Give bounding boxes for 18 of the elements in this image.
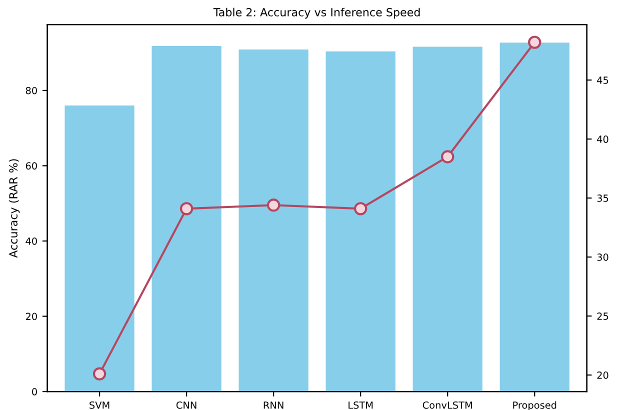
x-tick-label: RNN xyxy=(264,402,284,409)
y2-tick-label: 45 xyxy=(597,76,608,84)
y2-tick-label: 30 xyxy=(597,254,608,261)
x-tick-label: ConvLSTM xyxy=(422,401,472,409)
y2-tick-label: 25 xyxy=(597,312,608,320)
y-tick-label: 0 xyxy=(32,388,37,396)
y-tick-label: 80 xyxy=(26,86,37,94)
y2-tick-label: 20 xyxy=(597,372,608,379)
y-tick-label: 60 xyxy=(26,162,37,170)
chart-title: Table 2: Accuracy vs Inference Speed xyxy=(213,8,420,19)
y-tick-label: 20 xyxy=(26,312,37,320)
y2-tick-label: 35 xyxy=(597,194,608,202)
x-tick-label: CNN xyxy=(176,401,196,409)
x-tick-label: LSTM xyxy=(348,401,373,409)
y-axis-title: Accuracy (RAR %) xyxy=(8,159,20,258)
x-tick-label: SVM xyxy=(90,401,110,409)
y-tick-label: 40 xyxy=(26,237,37,245)
y2-tick-label: 40 xyxy=(597,136,608,143)
